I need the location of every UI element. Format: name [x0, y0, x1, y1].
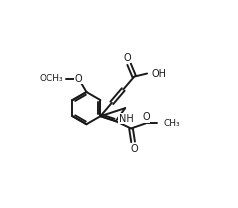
Text: O: O	[130, 144, 138, 154]
Text: O: O	[142, 112, 150, 122]
Text: O: O	[123, 53, 131, 63]
Text: NH: NH	[119, 114, 134, 124]
Text: O: O	[75, 74, 82, 84]
Text: OCH₃: OCH₃	[40, 74, 63, 83]
Text: OH: OH	[152, 68, 167, 79]
Text: CH₃: CH₃	[163, 119, 180, 128]
